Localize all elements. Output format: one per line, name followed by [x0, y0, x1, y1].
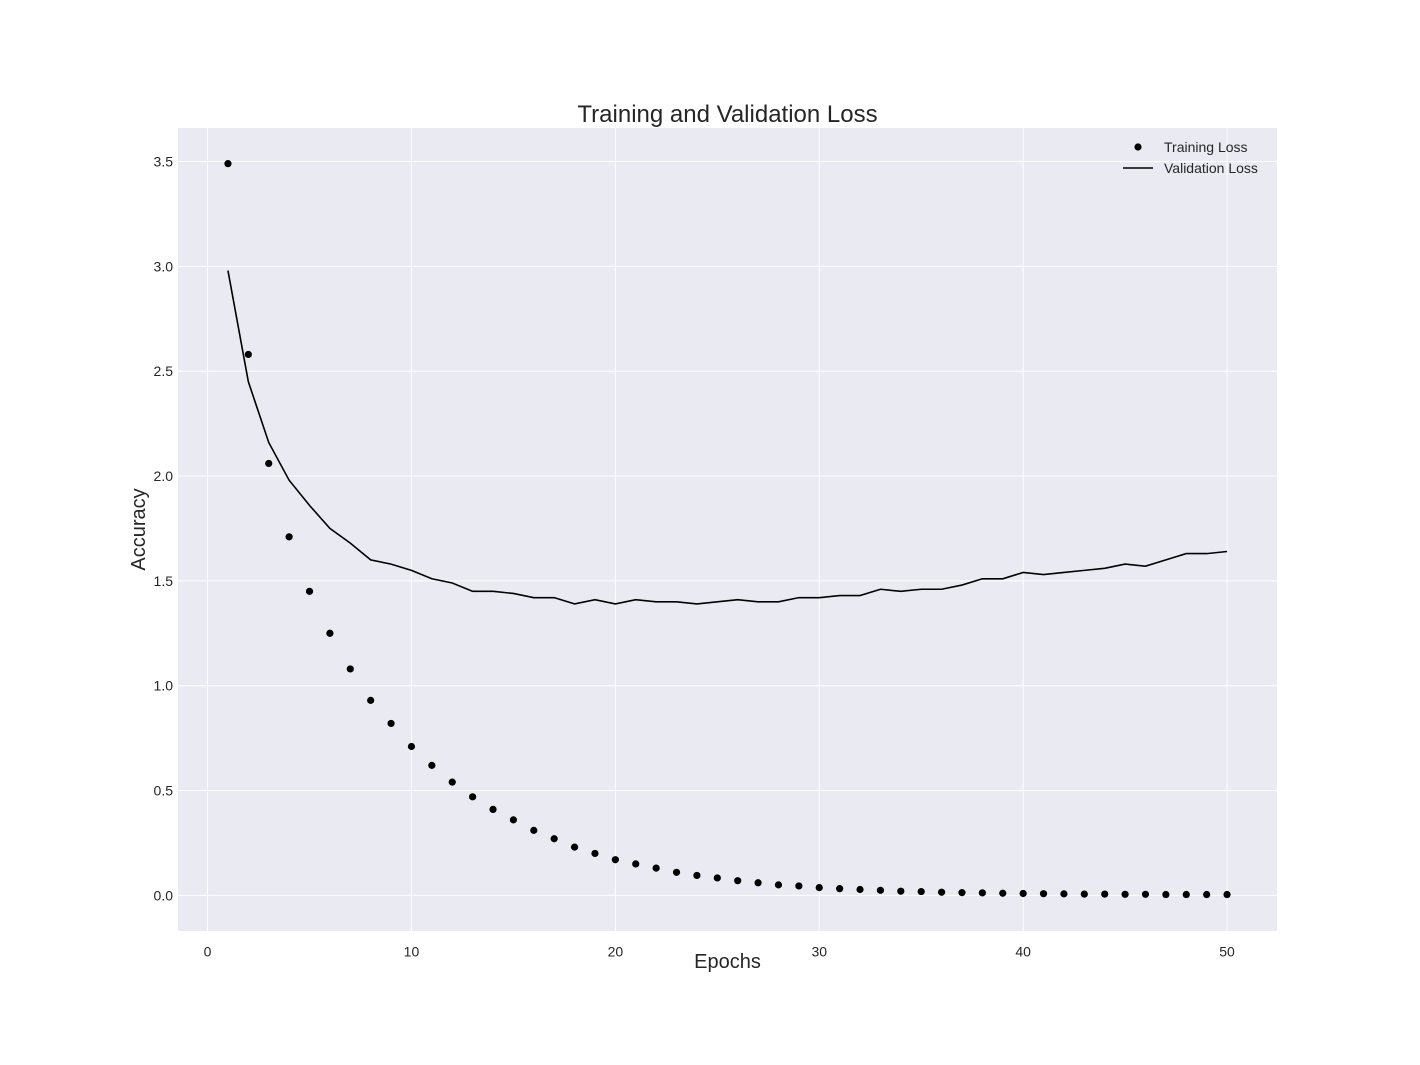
training-loss-point	[713, 874, 721, 882]
training-loss-point	[244, 350, 252, 359]
y-axis-label: Accuracy	[128, 488, 150, 570]
training-loss-point	[754, 879, 762, 887]
training-loss-point	[1121, 890, 1129, 898]
training-loss-point	[672, 868, 681, 876]
y-tick-label: 0.0	[154, 887, 174, 903]
training-loss-point	[448, 778, 456, 786]
training-loss-point	[509, 816, 518, 824]
training-loss-point	[530, 826, 538, 834]
training-loss-point	[999, 889, 1007, 897]
training-loss-point	[856, 885, 864, 894]
legend-validation-label: Validation Loss	[1164, 160, 1258, 176]
training-loss-point	[1203, 890, 1211, 899]
training-loss-point	[1223, 890, 1231, 899]
training-loss-point	[917, 887, 925, 896]
training-loss-point	[876, 886, 885, 894]
training-loss-point	[428, 761, 436, 769]
plot-background	[178, 128, 1277, 931]
training-loss-point	[978, 889, 986, 897]
training-loss-point	[734, 877, 742, 885]
chart-title: Training and Validation Loss	[577, 101, 877, 128]
validation-series	[227, 270, 1228, 605]
training-loss-point	[285, 533, 293, 541]
training-loss-point	[224, 160, 232, 168]
x-ticks: 0 10 20 30 40 50	[204, 943, 1235, 959]
x-tick-label: 0	[204, 943, 212, 959]
training-loss-point	[1080, 890, 1088, 898]
training-loss-point	[305, 587, 314, 595]
y-tick-label: 0.5	[154, 783, 174, 799]
y-tick-label: 3.5	[154, 154, 174, 170]
training-loss-point	[1141, 890, 1150, 898]
legend: Training Loss Validation Loss	[1123, 139, 1258, 176]
training-loss-point	[1101, 890, 1109, 898]
training-loss-point	[937, 888, 946, 896]
training-loss-point	[387, 719, 395, 728]
training-loss-point	[836, 885, 844, 893]
x-tick-label: 50	[1219, 943, 1235, 959]
y-ticks: 0.0 0.5 1.0 1.5 2.0 2.5 3.0 3.5	[154, 154, 174, 904]
training-loss-point	[693, 871, 701, 880]
training-loss-point	[265, 459, 273, 468]
legend-training-label: Training Loss	[1164, 139, 1248, 155]
legend-training-marker	[1134, 143, 1142, 151]
training-loss-point	[489, 805, 497, 813]
y-tick-label: 2.0	[154, 468, 174, 484]
training-loss-point	[1039, 890, 1048, 898]
training-loss-point	[897, 887, 905, 895]
validation-loss-line	[227, 270, 1228, 605]
x-tick-label: 10	[404, 943, 420, 959]
training-loss-point	[815, 884, 823, 892]
training-loss-point	[550, 835, 558, 843]
training-loss-point	[652, 864, 660, 872]
training-loss-point	[632, 860, 640, 868]
training-loss-point	[1019, 889, 1027, 898]
training-loss-point	[591, 849, 599, 858]
training-loss-point	[1060, 890, 1068, 898]
training-loss-point	[958, 889, 966, 897]
training-loss-point	[795, 882, 803, 890]
y-tick-label: 1.5	[154, 573, 174, 589]
x-axis-label: Epochs	[694, 951, 761, 973]
training-loss-point	[407, 742, 416, 751]
training-loss-point	[326, 629, 334, 637]
training-loss-point	[774, 881, 783, 889]
training-loss-point	[1162, 890, 1170, 899]
y-tick-label: 2.5	[154, 363, 174, 379]
x-tick-label: 30	[811, 943, 827, 959]
y-tick-label: 1.0	[154, 678, 174, 694]
grid-lines	[178, 128, 1277, 931]
training-loss-point	[611, 856, 619, 864]
x-tick-label: 40	[1015, 943, 1031, 959]
training-loss-point	[570, 843, 579, 851]
x-tick-label: 20	[608, 943, 624, 959]
training-loss-point	[1182, 890, 1190, 899]
training-series	[224, 160, 1231, 899]
training-loss-point	[346, 665, 354, 673]
y-tick-label: 3.0	[154, 258, 174, 274]
training-loss-point	[367, 696, 375, 704]
training-loss-point	[469, 793, 477, 801]
